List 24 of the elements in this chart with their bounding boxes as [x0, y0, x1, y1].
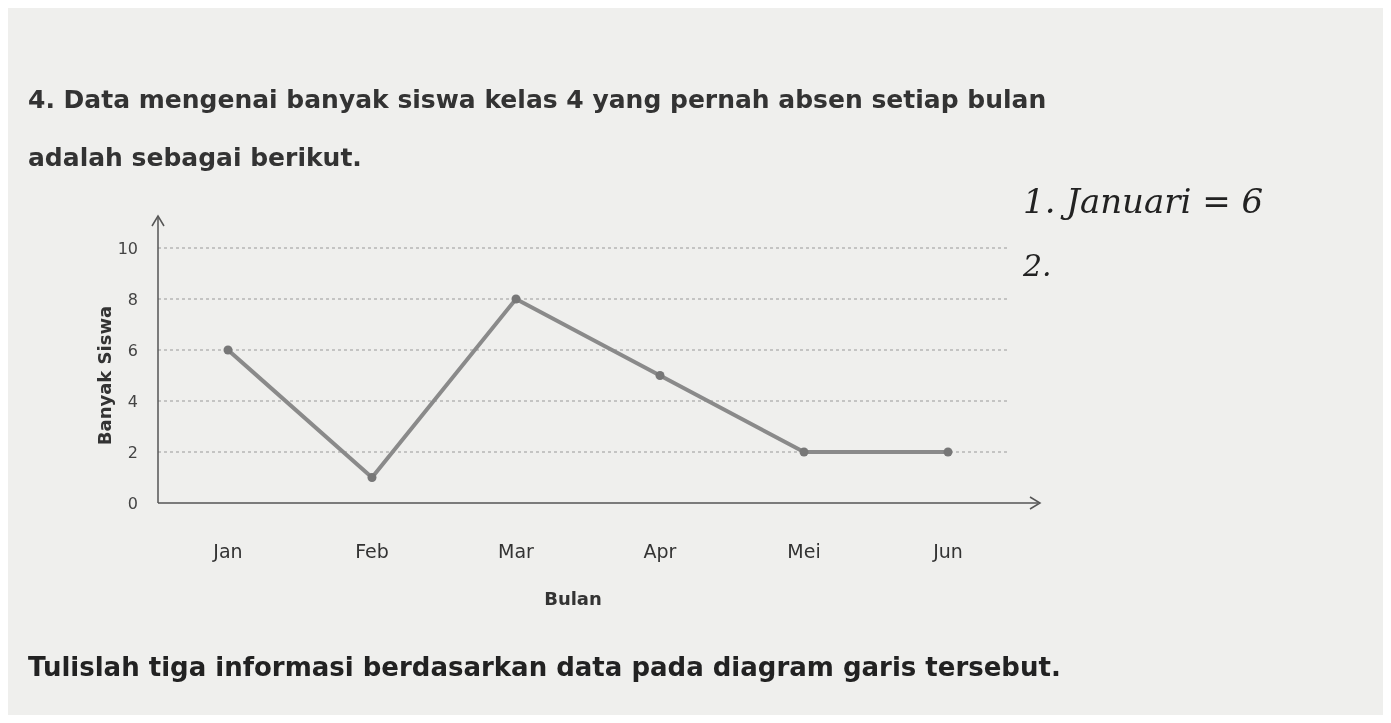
point — [367, 473, 377, 482]
point — [799, 447, 809, 457]
x-tick-label: Apr — [643, 540, 677, 562]
chart-title: 4. Data mengenai banyak siswa kelas 4 yang pernah absen setiap bulan adalah sebagai berikut. — [28, 85, 1047, 172]
y-tick-label: 10 — [117, 239, 138, 258]
point — [511, 294, 521, 304]
point — [943, 447, 953, 457]
x-tick-label: Jan — [212, 540, 243, 562]
point — [655, 371, 665, 380]
x-tick-label: Feb — [355, 540, 389, 562]
x-tick-label: Jun — [932, 540, 963, 562]
x-tick-label: Mei — [787, 540, 821, 562]
x-tick-label: Mar — [498, 540, 535, 562]
x-axis-title: Bulan — [544, 588, 602, 609]
point — [223, 345, 233, 355]
text: 2. — [1022, 248, 1052, 283]
text: Tulislah tiga informasi berdasarkan data pada diagram garis tersebut. — [28, 652, 1061, 682]
y-axis-title: Banyak Siswa — [94, 305, 115, 446]
text: 1. Januari = 6 — [1023, 181, 1264, 221]
y-tick-label: 4 — [127, 392, 138, 411]
y-tick-label: 2 — [127, 443, 138, 462]
y-tick-label: 8 — [127, 290, 138, 309]
y-tick-label: 6 — [127, 341, 138, 360]
y-tick-label: 0 — [127, 494, 138, 513]
